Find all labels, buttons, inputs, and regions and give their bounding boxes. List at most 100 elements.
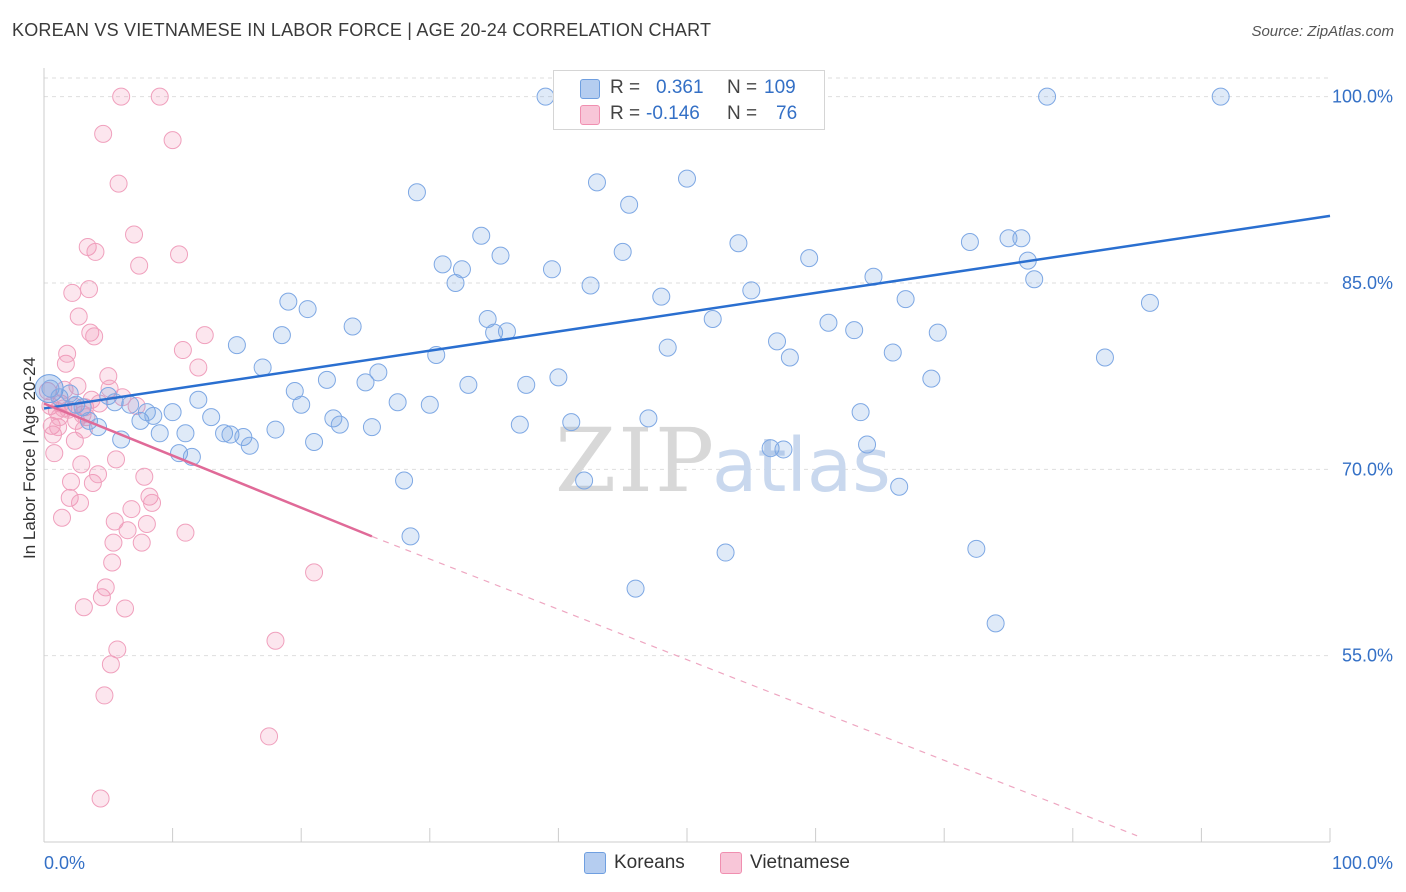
korean-point bbox=[587, 173, 606, 192]
korean-point bbox=[343, 317, 362, 336]
vietnamese-trendline-extension bbox=[371, 535, 1138, 837]
y-tick-label: 70.0% bbox=[1342, 459, 1393, 479]
vietnamese-point bbox=[69, 307, 88, 326]
vietnamese-point bbox=[150, 87, 169, 106]
korean-point bbox=[928, 323, 947, 342]
legend-r-label: R = bbox=[610, 103, 641, 124]
koreans-legend-label: Koreans bbox=[614, 852, 685, 873]
korean-point bbox=[472, 226, 491, 245]
korean-point bbox=[452, 260, 471, 279]
vietnamese-point bbox=[137, 514, 156, 533]
vietnamese-point bbox=[189, 358, 208, 377]
x-tick-label: 0.0% bbox=[44, 853, 85, 873]
vietnamese-point bbox=[49, 418, 68, 437]
vietnamese-point bbox=[104, 533, 123, 552]
korean-point bbox=[510, 415, 529, 434]
korean-point bbox=[369, 363, 388, 382]
legend-row-vietnamese: R = -0.146 N = 76 bbox=[554, 101, 824, 127]
korean-trendline bbox=[43, 214, 1331, 410]
legend-r-value: 0.361 bbox=[656, 77, 704, 98]
vietnamese-point bbox=[195, 326, 214, 345]
vietnamese-swatch bbox=[580, 105, 600, 125]
chart-title: KOREAN VS VIETNAMESE IN LABOR FORCE | AG… bbox=[12, 20, 712, 40]
vietnamese-point bbox=[80, 280, 99, 299]
korean-point bbox=[305, 432, 324, 451]
korean-point bbox=[652, 287, 671, 306]
watermark-atlas: atlas bbox=[712, 423, 891, 509]
korean-point bbox=[761, 439, 780, 458]
legend-n-label: N = bbox=[727, 103, 758, 124]
koreans-legend-swatch bbox=[584, 852, 606, 874]
korean-point bbox=[150, 424, 169, 443]
vietnamese-point bbox=[260, 727, 279, 746]
korean-point bbox=[562, 413, 581, 432]
legend-n-label: N = bbox=[727, 77, 758, 98]
vietnamese-point bbox=[305, 563, 324, 582]
korean-point bbox=[678, 169, 696, 188]
vietnamese-point bbox=[122, 500, 141, 519]
korean-point bbox=[215, 424, 234, 443]
korean-point bbox=[716, 543, 735, 562]
vietnamese-point bbox=[71, 493, 90, 512]
y-tick-label: 55.0% bbox=[1342, 646, 1393, 666]
vietnamese-point bbox=[170, 245, 189, 264]
vietnamese-point bbox=[95, 686, 114, 705]
korean-point bbox=[549, 368, 568, 387]
trendlines bbox=[43, 214, 1331, 837]
korean-point bbox=[298, 300, 317, 319]
korean-point bbox=[189, 390, 208, 409]
legend-r-value: -0.146 bbox=[646, 103, 700, 124]
koreans-swatch bbox=[580, 79, 600, 99]
korean-point bbox=[202, 408, 221, 427]
legend-n-value: 76 bbox=[776, 103, 798, 124]
vietnamese-point bbox=[86, 242, 105, 261]
korean-point bbox=[272, 326, 291, 345]
korean-point bbox=[1025, 270, 1044, 289]
vietnamese-point bbox=[45, 444, 64, 463]
axes bbox=[43, 68, 1331, 843]
vietnamese-point bbox=[92, 588, 111, 607]
korean-point bbox=[542, 260, 561, 279]
vietnamese-trendline bbox=[43, 402, 373, 538]
tick-labels: 55.0% 70.0% 85.0% 100.0% 0.0% 100.0% bbox=[44, 87, 1393, 873]
korean-point bbox=[163, 403, 182, 422]
vietnamese-point bbox=[53, 508, 72, 527]
vietnamese-point bbox=[74, 598, 93, 617]
vietnamese-point bbox=[100, 379, 119, 398]
legend-row-koreans: R = 0.361 N = 109 bbox=[554, 75, 824, 101]
korean-point bbox=[279, 292, 298, 311]
korean-point bbox=[613, 242, 632, 261]
korean-point bbox=[395, 471, 414, 490]
korean-point bbox=[658, 338, 677, 357]
korean-point bbox=[491, 246, 510, 265]
gridlines bbox=[44, 77, 1330, 657]
korean-point bbox=[362, 418, 381, 437]
korean-point bbox=[819, 313, 838, 332]
korean-point bbox=[60, 384, 79, 403]
korean-point bbox=[121, 395, 140, 414]
vietnamese-point bbox=[68, 377, 87, 396]
x-tick-label: 100.0% bbox=[1332, 853, 1393, 873]
korean-point bbox=[240, 436, 259, 455]
korean-point bbox=[960, 232, 979, 251]
korean-point bbox=[575, 471, 594, 490]
korean-point bbox=[266, 420, 285, 439]
vietnamese-point bbox=[62, 472, 81, 491]
korean-point bbox=[253, 358, 272, 377]
korean-point bbox=[800, 249, 819, 268]
korean-point bbox=[459, 375, 478, 394]
korean-point bbox=[401, 527, 420, 546]
korean-point bbox=[703, 310, 722, 329]
korean-point bbox=[626, 579, 645, 598]
vietnamese-point bbox=[83, 473, 102, 492]
korean-point bbox=[144, 406, 163, 425]
vietnamese-point bbox=[105, 512, 124, 531]
korean-point bbox=[292, 395, 311, 414]
korean-point bbox=[896, 290, 915, 309]
korean-point bbox=[407, 183, 426, 202]
korean-point bbox=[774, 440, 793, 459]
y-tick-label: 100.0% bbox=[1332, 87, 1393, 107]
korean-points bbox=[34, 87, 1230, 633]
vietnamese-point bbox=[103, 553, 122, 572]
